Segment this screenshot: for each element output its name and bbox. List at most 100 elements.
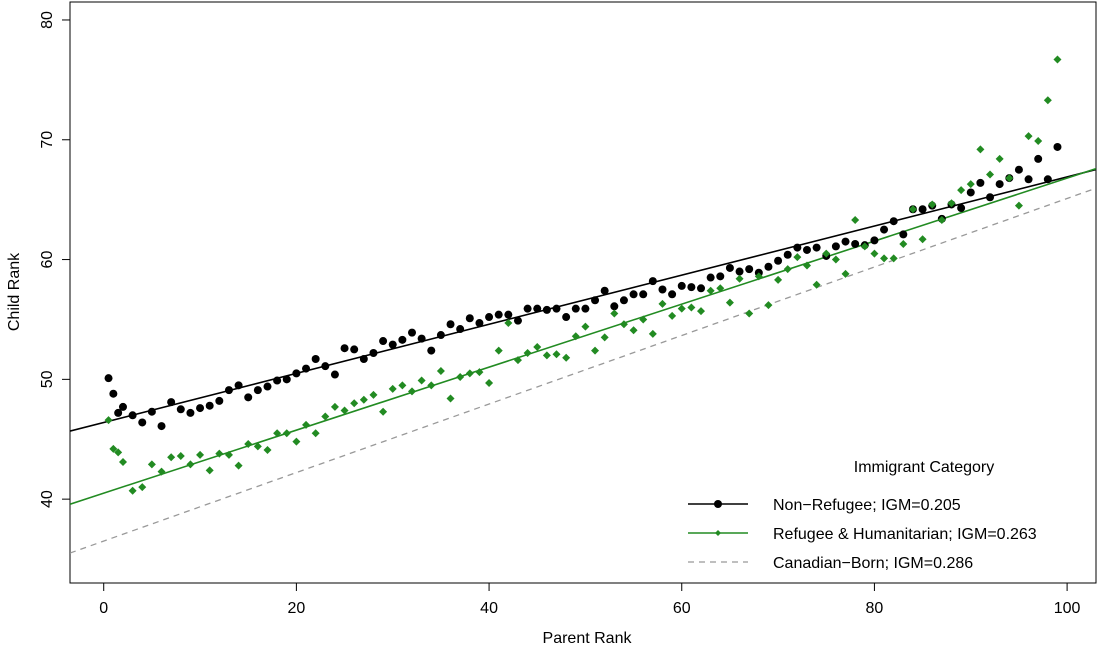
data-point	[446, 394, 455, 403]
x-tick-label: 60	[673, 600, 691, 617]
data-point	[581, 322, 590, 331]
data-point	[899, 230, 908, 239]
data-point	[725, 263, 734, 272]
data-point	[427, 381, 436, 390]
fit-line-2	[70, 187, 1096, 554]
data-point	[841, 237, 850, 246]
data-point	[716, 272, 725, 281]
data-point	[918, 235, 927, 244]
data-point	[986, 193, 995, 202]
data-point	[533, 343, 542, 352]
data-point	[831, 242, 840, 251]
data-point	[408, 328, 416, 337]
data-point	[369, 348, 378, 357]
data-point	[456, 325, 465, 334]
data-point	[995, 180, 1004, 189]
data-point	[176, 452, 185, 461]
data-point	[485, 378, 494, 387]
data-point	[1024, 175, 1033, 184]
x-tick-label: 40	[480, 600, 498, 617]
data-point	[109, 389, 118, 398]
data-point	[321, 412, 330, 421]
data-point	[562, 353, 571, 362]
data-point	[128, 486, 137, 495]
data-point	[311, 429, 320, 438]
x-axis: 0 20 40 60 80 100	[99, 583, 1081, 617]
data-point	[350, 399, 359, 408]
data-point	[908, 205, 917, 214]
data-point	[687, 283, 696, 292]
x-tick-label: 0	[99, 600, 108, 617]
data-point	[812, 243, 821, 252]
data-point	[253, 442, 262, 451]
data-point	[388, 340, 397, 349]
data-point	[870, 236, 879, 245]
data-point	[851, 216, 860, 225]
legend-swatch-marker	[715, 530, 721, 536]
data-point	[648, 329, 657, 338]
y-axis: 40 50 60 70 80	[39, 11, 70, 508]
data-point	[937, 216, 946, 225]
data-point	[562, 313, 571, 322]
data-point	[899, 239, 908, 248]
x-tick-label: 100	[1054, 600, 1081, 617]
data-point	[793, 253, 802, 262]
data-point	[764, 262, 773, 271]
data-point	[774, 275, 783, 284]
data-point	[600, 333, 609, 342]
data-point	[966, 180, 975, 189]
data-point	[494, 346, 503, 355]
data-point	[465, 314, 474, 323]
data-point	[668, 290, 677, 299]
legend-entry-label: Refugee & Humanitarian; IGM=0.263	[773, 526, 1037, 543]
data-point	[1034, 136, 1043, 145]
data-point	[639, 315, 648, 324]
data-point	[118, 402, 127, 411]
data-point	[513, 356, 522, 365]
data-point	[494, 310, 503, 319]
x-axis-label: Parent Rank	[543, 630, 633, 647]
data-point	[388, 384, 397, 393]
data-point	[725, 298, 734, 307]
data-point	[533, 304, 542, 313]
data-point	[610, 309, 619, 318]
data-point	[812, 280, 821, 289]
data-point	[475, 368, 484, 377]
data-point	[619, 320, 628, 329]
data-point	[475, 319, 484, 328]
y-tick-label: 60	[39, 251, 56, 269]
data-point	[880, 225, 889, 234]
data-point	[745, 309, 754, 318]
data-point	[234, 381, 243, 390]
data-point	[822, 249, 831, 258]
data-point	[186, 408, 195, 417]
data-point	[234, 461, 243, 470]
data-point	[716, 284, 725, 293]
data-point	[851, 239, 860, 248]
data-point	[889, 217, 898, 226]
data-point	[446, 320, 455, 329]
data-point	[783, 265, 792, 274]
data-point	[138, 418, 147, 427]
data-point	[706, 286, 715, 295]
data-point	[128, 411, 137, 420]
data-point	[735, 267, 744, 276]
data-point	[273, 376, 282, 385]
data-point	[677, 304, 686, 313]
data-point	[282, 429, 291, 438]
data-point	[648, 277, 657, 286]
data-point	[745, 265, 754, 274]
fit-line-0	[70, 168, 1096, 432]
data-point	[330, 370, 339, 379]
plot-frame	[69, 1, 1097, 584]
data-point	[1043, 175, 1052, 184]
legend-swatch-marker	[714, 500, 722, 508]
data-point	[668, 311, 677, 320]
legend-entry-label: Non−Refugee; IGM=0.205	[773, 497, 961, 514]
data-point	[774, 256, 783, 265]
data-point	[253, 386, 262, 395]
data-point	[244, 440, 253, 449]
data-point	[523, 348, 532, 357]
data-point	[552, 350, 561, 359]
